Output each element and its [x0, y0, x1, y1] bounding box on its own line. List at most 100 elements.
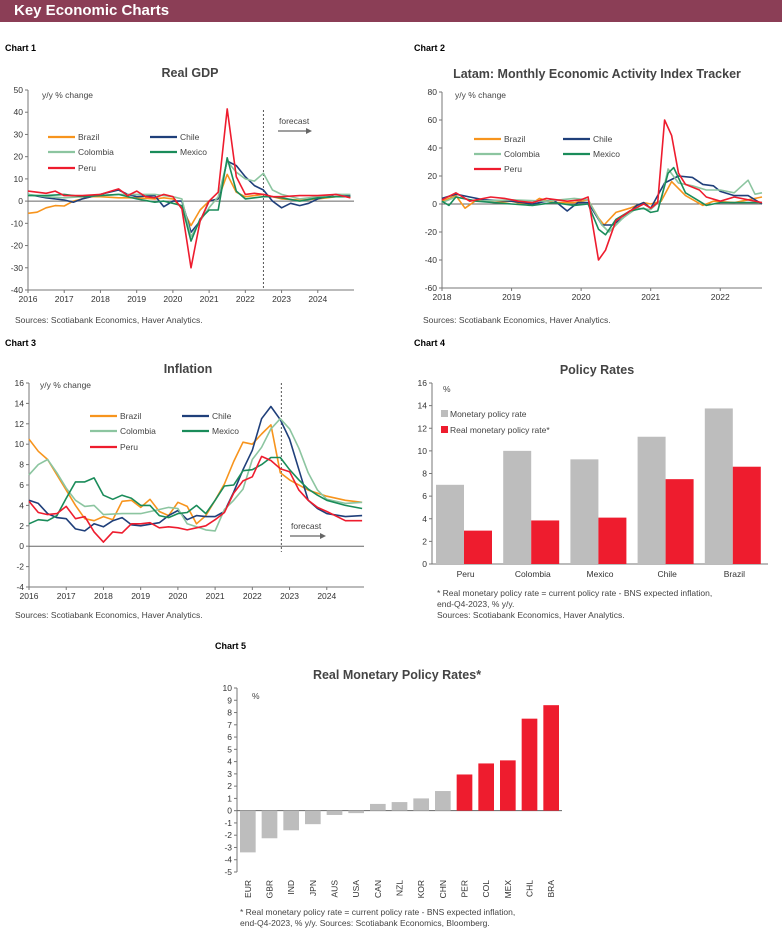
chart2-xtick-label: 2021 — [641, 292, 660, 302]
chart4-ylabel: % — [443, 384, 451, 394]
chart3-legend-label-mexico: Mexico — [212, 426, 239, 436]
chart5-bar-chl — [521, 718, 538, 811]
chart3-ytick-label: 6 — [19, 480, 24, 490]
chart3-forecast-arrowhead — [320, 533, 326, 539]
chart5-ytick-label: 3 — [227, 769, 232, 779]
chart1-legend-label-chile: Chile — [180, 132, 200, 142]
chart3-forecast-label: forecast — [291, 521, 322, 531]
chart1-ytick-label: 20 — [14, 152, 24, 162]
chart1-ytick-label: -30 — [11, 263, 24, 273]
chart3-legend-label-colombia: Colombia — [120, 426, 156, 436]
chart4-ytick-label: 12 — [418, 423, 428, 433]
chart5-note-1: * Real monetary policy rate = current po… — [240, 907, 515, 917]
chart5-ytick-label: 6 — [227, 732, 232, 742]
chart1-xtick-label: 2020 — [163, 294, 182, 304]
chart3-source: Sources: Scotiabank Economics, Haver Ana… — [15, 610, 203, 620]
chart4-category-label: Peru — [457, 569, 475, 579]
chart3-title: Inflation — [164, 362, 213, 376]
chart5-title: Real Monetary Policy Rates* — [313, 668, 481, 682]
chart1-ytick-label: -10 — [11, 218, 24, 228]
chart2-ytick-label: -60 — [425, 283, 438, 293]
chart4-bar-peru-real-rate — [464, 530, 492, 564]
chart2-source: Sources: Scotiabank Economics, Haver Ana… — [423, 315, 611, 325]
chart5-bar-chn — [435, 791, 451, 811]
chart5-ytick-label: 10 — [223, 683, 233, 693]
chart3-legend-label-brazil: Brazil — [120, 411, 141, 421]
chart5-category-label: CHL — [525, 880, 535, 897]
chart1-ylabel: y/y % change — [42, 90, 93, 100]
chart4-note-3: Sources: Scotiabank Economics, Haver Ana… — [437, 610, 625, 620]
chart4-legend-label-1: Real monetary policy rate* — [450, 425, 550, 435]
chart5-bar-usa — [348, 810, 364, 814]
chart3-series-peru — [28, 455, 363, 543]
chart3-series-brazil — [28, 423, 363, 525]
chart3-ytick-label: -4 — [16, 582, 24, 592]
chart1-xtick-label: 2019 — [127, 294, 146, 304]
chart3-legend-label-chile: Chile — [212, 411, 232, 421]
chart5-category-label: EUR — [243, 880, 253, 898]
chart2-ytick-label: -40 — [425, 255, 438, 265]
chart4-bar-mexico-real-rate — [598, 517, 627, 564]
chart1-label: Chart 1 — [5, 43, 36, 53]
chart2-xtick-label: 2022 — [711, 292, 730, 302]
chart5-category-label: BRA — [546, 880, 556, 898]
chart1-ytick-label: -40 — [11, 285, 24, 295]
chart5-ytick-label: -5 — [224, 867, 232, 877]
chart2-ytick-label: 80 — [428, 87, 438, 97]
chart3-ytick-label: -2 — [16, 562, 24, 572]
chart1-xtick-label: 2016 — [19, 294, 38, 304]
chart5-ytick-label: -1 — [224, 818, 232, 828]
chart4-category-label: Colombia — [515, 569, 551, 579]
chart5-category-label: IND — [286, 880, 296, 895]
chart3-ytick-label: 16 — [15, 378, 25, 388]
chart1-legend-label-peru: Peru — [78, 163, 96, 173]
chart1-ytick-label: 30 — [14, 129, 24, 139]
chart5-ytick-label: 4 — [227, 757, 232, 767]
chart3-xtick-label: 2016 — [20, 591, 39, 601]
chart2-legend-label-brazil: Brazil — [504, 134, 525, 144]
chart5-bar-nzl — [391, 802, 408, 811]
chart5-ytick-label: 7 — [227, 720, 232, 730]
chart5-bar-jpn — [305, 810, 321, 825]
chart1-title: Real GDP — [162, 66, 219, 80]
chart2-title: Latam: Monthly Economic Activity Index T… — [453, 67, 741, 81]
chart5-bar-aus — [326, 810, 343, 815]
chart5-ylabel: % — [252, 691, 260, 701]
chart4-ytick-label: 0 — [422, 559, 427, 569]
chart5-bar-kor — [413, 798, 429, 811]
chart1-series-mexico — [28, 157, 351, 242]
chart4-category-label: Brazil — [724, 569, 745, 579]
chart4-category-label: Chile — [658, 569, 678, 579]
chart4-note-1: * Real monetary policy rate = current po… — [437, 588, 712, 598]
chart1-legend-label-mexico: Mexico — [180, 147, 207, 157]
chart5-ytick-label: 2 — [227, 781, 232, 791]
chart5-category-label: JPN — [308, 880, 318, 896]
chart4-ytick-label: 16 — [418, 378, 428, 388]
chart2-ylabel: y/y % change — [455, 90, 506, 100]
chart2-ytick-label: -20 — [425, 227, 438, 237]
chart4-legend-swatch-1 — [441, 426, 448, 433]
chart5-bar-col — [478, 763, 494, 811]
page-header: Key Economic Charts — [0, 0, 782, 22]
chart5-bar-ind — [283, 810, 299, 831]
chart5-category-label: KOR — [416, 880, 426, 898]
chart4-bar-chile-real-rate — [665, 479, 694, 564]
chart2-ytick-label: 40 — [428, 143, 438, 153]
chart4-legend-label-0: Monetary policy rate — [450, 409, 527, 419]
chart1-xtick-label: 2022 — [236, 294, 255, 304]
chart4-category-label: Mexico — [587, 569, 614, 579]
chart4-bar-brazil-policy-rate — [704, 408, 733, 564]
chart5-category-label: PER — [460, 880, 470, 897]
chart1-forecast-arrowhead — [306, 128, 312, 134]
chart2-ytick-label: 20 — [428, 171, 438, 181]
chart4-ytick-label: 10 — [418, 446, 428, 456]
chart3-ylabel: y/y % change — [40, 380, 91, 390]
chart2-ytick-label: 0 — [432, 199, 437, 209]
chart3-xtick-label: 2020 — [168, 591, 187, 601]
chart4-ytick-label: 6 — [422, 491, 427, 501]
chart4-ytick-label: 2 — [422, 536, 427, 546]
chart3-series-colombia — [28, 417, 363, 532]
chart4-bar-colombia-policy-rate — [503, 450, 532, 564]
chart3-series-mexico — [28, 456, 363, 525]
chart3-xtick-label: 2022 — [243, 591, 262, 601]
